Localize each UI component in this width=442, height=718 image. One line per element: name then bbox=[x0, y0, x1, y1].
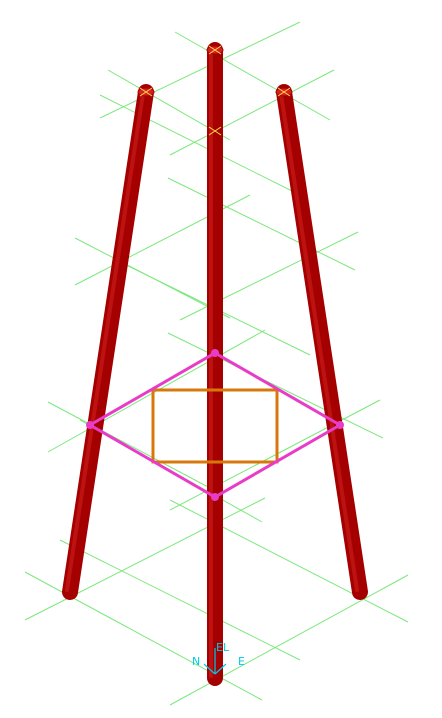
compass-elevation-label: EL bbox=[216, 641, 230, 654]
node-marker bbox=[277, 87, 291, 97]
gridline bbox=[74, 194, 251, 286]
leg-end-markers bbox=[139, 45, 291, 136]
leg-highlights bbox=[65, 50, 359, 678]
gridline bbox=[169, 574, 409, 706]
brace-nodes bbox=[86, 349, 344, 501]
compass-north-axis bbox=[203, 663, 216, 675]
leg-right[interactable] bbox=[276, 84, 368, 600]
gridline bbox=[167, 332, 384, 439]
leg-left-highlight bbox=[65, 92, 145, 592]
gridline bbox=[169, 499, 409, 623]
compass-east-axis bbox=[214, 663, 227, 675]
gridline bbox=[169, 69, 335, 156]
tower-legs bbox=[62, 42, 368, 686]
brace-node-bottom[interactable] bbox=[211, 493, 219, 501]
gridline bbox=[174, 31, 331, 121]
brace-node-left[interactable] bbox=[86, 421, 94, 429]
orientation-compass bbox=[203, 648, 227, 675]
gridline bbox=[59, 539, 301, 661]
brace-node-right[interactable] bbox=[336, 421, 344, 429]
gridline bbox=[99, 21, 301, 119]
compass-north-label: N bbox=[192, 655, 200, 668]
leg-right-highlight bbox=[279, 92, 359, 592]
node-marker bbox=[139, 87, 153, 97]
gridline bbox=[167, 177, 356, 271]
node-marker bbox=[208, 126, 222, 136]
inner-frame[interactable] bbox=[151, 388, 279, 464]
leg-left[interactable] bbox=[62, 84, 154, 600]
node-marker bbox=[208, 45, 222, 55]
brace-node-top[interactable] bbox=[211, 349, 219, 357]
gridline bbox=[99, 94, 301, 196]
gridline bbox=[24, 571, 263, 701]
gridline bbox=[179, 231, 359, 321]
compass-east-label: E bbox=[238, 655, 245, 668]
gridline bbox=[24, 497, 266, 621]
gridline bbox=[47, 401, 211, 489]
